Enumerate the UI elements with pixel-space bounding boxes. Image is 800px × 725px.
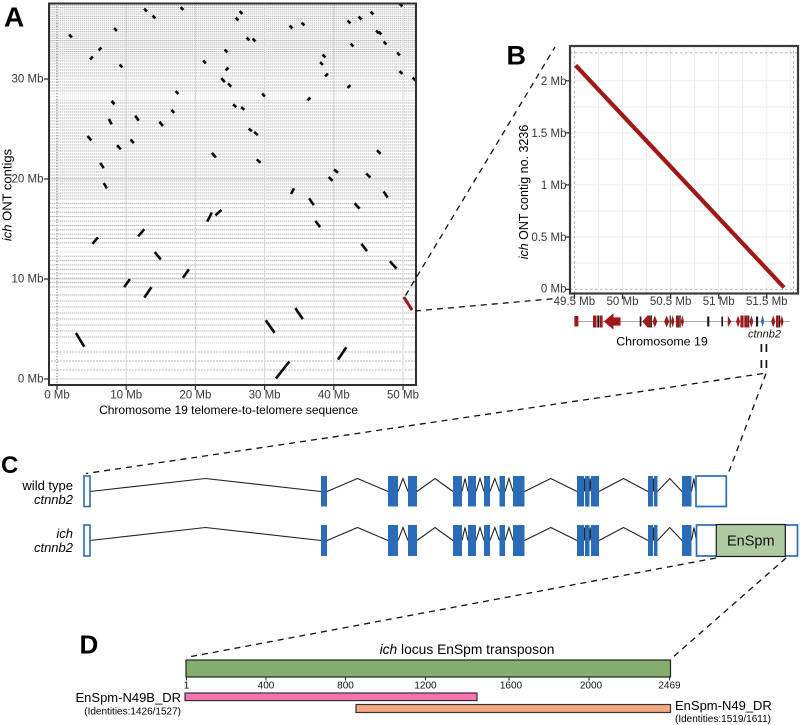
svg-text:ctnnb2: ctnnb2 (34, 540, 74, 555)
svg-text:0 Mb: 0 Mb (541, 284, 567, 296)
svg-text:ich ONT contigs: ich ONT contigs (0, 148, 15, 241)
svg-text:wild type: wild type (21, 478, 73, 493)
svg-text:30 Mb: 30 Mb (12, 74, 44, 86)
svg-text:ctnnb2: ctnnb2 (34, 492, 74, 507)
svg-text:10 Mb: 10 Mb (110, 390, 142, 402)
svg-text:49.5 Mb: 49.5 Mb (554, 296, 596, 308)
svg-text:10 Mb: 10 Mb (12, 274, 44, 286)
svg-text:2 Mb: 2 Mb (541, 76, 567, 88)
svg-text:ich: ich (56, 526, 73, 541)
svg-text:Chromosome 19 telomere-to-telo: Chromosome 19 telomere-to-telomere seque… (99, 403, 358, 417)
svg-text:EnSpm-N49B_DR: EnSpm-N49B_DR (76, 690, 182, 705)
svg-text:A: A (4, 2, 24, 33)
svg-text:0.5 Mb: 0.5 Mb (531, 232, 566, 244)
svg-text:Chromosome 19: Chromosome 19 (616, 335, 708, 349)
svg-text:30 Mb: 30 Mb (249, 390, 281, 402)
svg-text:40 Mb: 40 Mb (318, 390, 350, 402)
svg-text:ich ONT contig no. 3236: ich ONT contig no. 3236 (517, 125, 531, 260)
svg-text:ctnnb2: ctnnb2 (748, 329, 781, 341)
svg-text:50.5 Mb: 50.5 Mb (650, 296, 692, 308)
svg-text:50 Mb: 50 Mb (607, 296, 639, 308)
svg-text:51 Mb: 51 Mb (703, 296, 735, 308)
svg-text:D: D (80, 630, 99, 660)
svg-text:(Identities:1519/1611): (Identities:1519/1611) (675, 714, 771, 725)
svg-text:2000: 2000 (580, 681, 603, 692)
svg-text:ich locus EnSpm transposon: ich locus EnSpm transposon (380, 642, 555, 657)
svg-text:51.5 Mb: 51.5 Mb (746, 296, 788, 308)
svg-text:2469: 2469 (658, 681, 681, 692)
svg-text:(Identities:1426/1527): (Identities:1426/1527) (84, 707, 181, 718)
svg-text:800: 800 (337, 681, 354, 692)
svg-text:400: 400 (258, 681, 275, 692)
svg-text:EnSpm: EnSpm (727, 534, 775, 550)
svg-text:1200: 1200 (414, 681, 437, 692)
svg-text:1: 1 (184, 681, 190, 692)
svg-text:0 Mb: 0 Mb (44, 390, 70, 402)
svg-text:C: C (1, 452, 18, 479)
svg-text:1 Mb: 1 Mb (541, 180, 567, 192)
svg-text:20 Mb: 20 Mb (179, 390, 211, 402)
svg-text:B: B (507, 40, 527, 70)
svg-text:50 Mb: 50 Mb (387, 390, 419, 402)
svg-text:20 Mb: 20 Mb (12, 174, 44, 186)
svg-text:EnSpm-N49_DR: EnSpm-N49_DR (675, 698, 772, 713)
svg-text:1.5 Mb: 1.5 Mb (531, 128, 566, 140)
svg-text:0 Mb: 0 Mb (18, 374, 44, 386)
svg-text:1600: 1600 (500, 681, 523, 692)
